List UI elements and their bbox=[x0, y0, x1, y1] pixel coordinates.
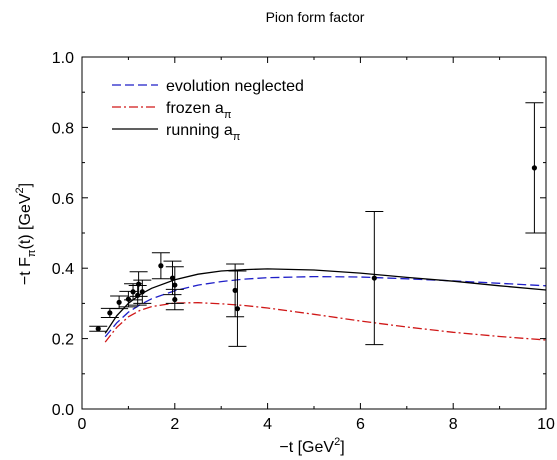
y-tick-label: 0.0 bbox=[52, 402, 74, 419]
legend-label: running aπ bbox=[166, 122, 241, 143]
plot-frame bbox=[81, 56, 547, 410]
y-tick-label: 0.8 bbox=[52, 120, 74, 137]
y-tick-label: 0.4 bbox=[52, 261, 74, 278]
data-marker bbox=[139, 289, 145, 295]
data-marker bbox=[136, 281, 142, 287]
data-point-6 bbox=[129, 271, 148, 297]
y-tick-label: 1.0 bbox=[52, 50, 74, 67]
x-tick-label: 4 bbox=[263, 416, 272, 433]
x-tick-label: 8 bbox=[449, 416, 458, 433]
data-marker bbox=[172, 282, 178, 288]
legend-item-2: running aπ bbox=[112, 122, 241, 143]
x-tick-label: 10 bbox=[537, 416, 555, 433]
data-marker bbox=[130, 289, 136, 295]
data-points-layer bbox=[89, 102, 544, 347]
data-marker bbox=[531, 165, 538, 171]
legend-item-1: frozen aπ bbox=[112, 100, 232, 121]
data-marker bbox=[135, 292, 141, 298]
data-marker bbox=[371, 275, 377, 281]
data-marker bbox=[116, 299, 122, 305]
data-point-9 bbox=[163, 260, 182, 296]
data-marker bbox=[234, 306, 241, 312]
data-marker bbox=[125, 296, 131, 302]
ticks-layer: 0 2 4 6 8 10 0.0 0.2 0.4 0.6 0.8 1.0 bbox=[52, 50, 555, 433]
series-line-2 bbox=[104, 268, 547, 334]
y-tick-label: 0.2 bbox=[52, 332, 74, 349]
data-marker bbox=[232, 287, 238, 293]
series-layer bbox=[104, 268, 547, 343]
legend-item-0: evolution neglected bbox=[112, 78, 304, 95]
data-marker bbox=[95, 326, 101, 332]
data-point-12 bbox=[226, 263, 245, 318]
y-axis-label: −t Fπ(t) [GeV2] bbox=[14, 183, 38, 285]
data-point-2 bbox=[110, 295, 129, 310]
legend-label: frozen aπ bbox=[166, 100, 232, 121]
data-marker bbox=[107, 310, 113, 316]
chart-title: Pion form factor bbox=[266, 9, 365, 25]
data-marker bbox=[169, 275, 176, 281]
y-tick-label: 0.6 bbox=[52, 191, 74, 208]
data-marker bbox=[172, 296, 178, 303]
series-line-0 bbox=[104, 275, 547, 338]
data-point-0 bbox=[89, 325, 108, 332]
data-point-15 bbox=[525, 102, 544, 234]
data-point-13 bbox=[228, 270, 247, 347]
legend-label: evolution neglected bbox=[166, 78, 304, 95]
x-axis-label: −t [GeV2] bbox=[279, 436, 344, 456]
data-point-8 bbox=[151, 252, 170, 280]
x-tick-label: 0 bbox=[78, 416, 87, 433]
data-marker bbox=[158, 263, 164, 269]
data-point-7 bbox=[133, 279, 152, 304]
series-line-1 bbox=[104, 302, 547, 343]
data-point-11 bbox=[165, 288, 184, 311]
x-tick-label: 6 bbox=[356, 416, 365, 433]
x-tick-label: 2 bbox=[170, 416, 179, 433]
data-point-14 bbox=[365, 211, 384, 346]
